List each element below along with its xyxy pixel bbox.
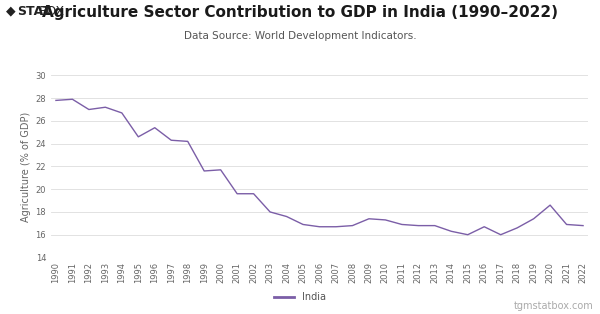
- Y-axis label: Agriculture (% of GDP): Agriculture (% of GDP): [22, 111, 31, 222]
- Text: Data Source: World Development Indicators.: Data Source: World Development Indicator…: [184, 31, 416, 41]
- Text: tgmstatbox.com: tgmstatbox.com: [514, 301, 594, 311]
- Legend: India: India: [271, 288, 329, 306]
- Text: BOX: BOX: [39, 5, 65, 18]
- Text: ◆: ◆: [6, 5, 16, 18]
- Text: Agriculture Sector Contribution to GDP in India (1990–2022): Agriculture Sector Contribution to GDP i…: [42, 5, 558, 20]
- Text: STAT: STAT: [17, 5, 50, 18]
